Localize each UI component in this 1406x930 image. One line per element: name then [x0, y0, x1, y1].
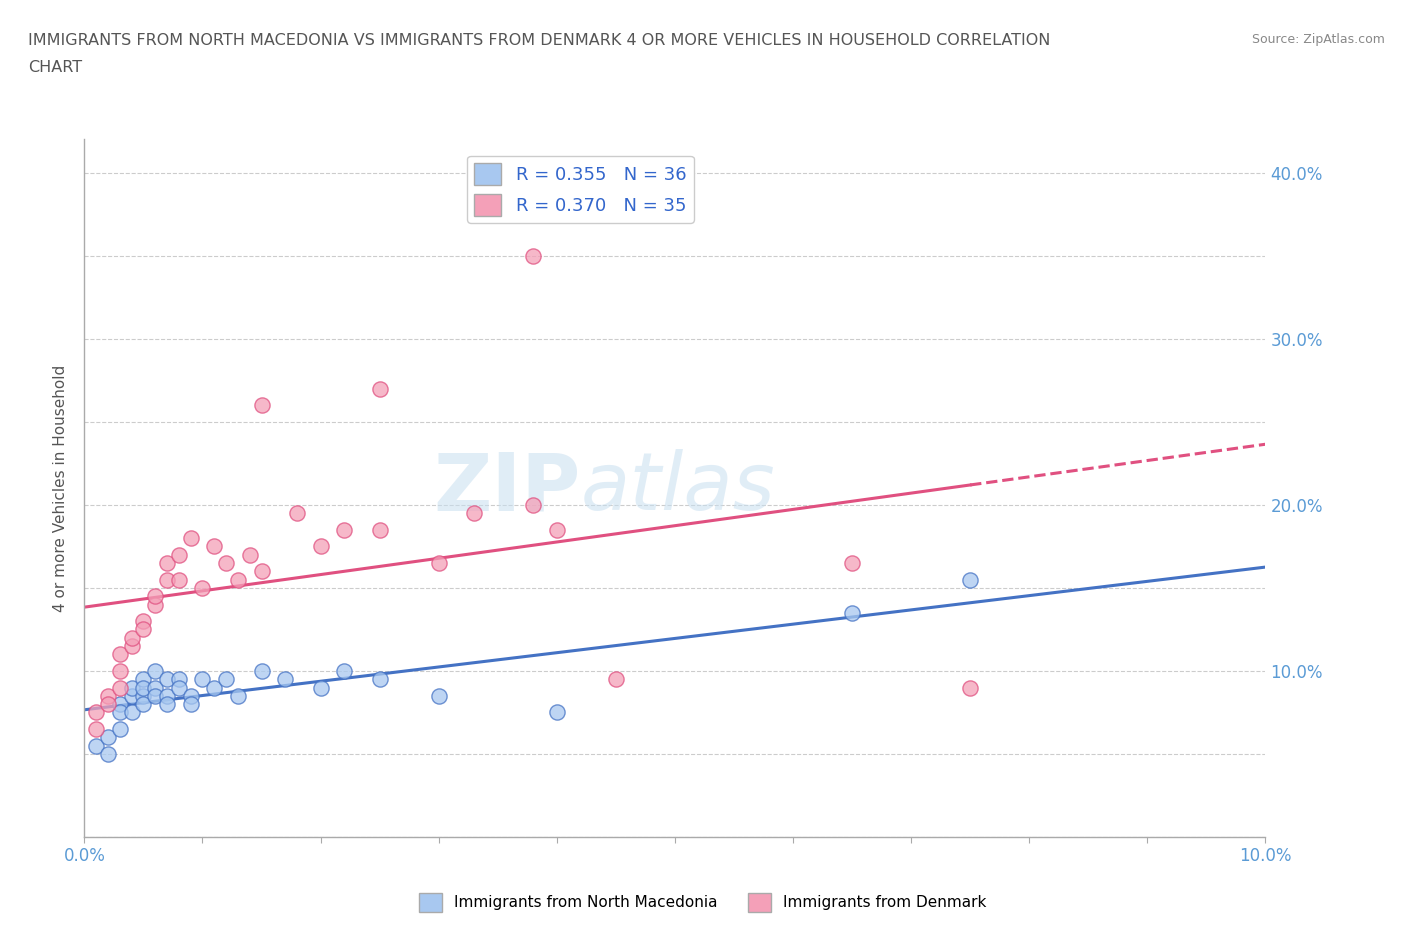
Point [132, 688, 155, 703]
Point [121, 639, 143, 654]
Point [97, 697, 120, 711]
Point [108, 663, 131, 678]
Point [132, 680, 155, 695]
Point [959, 680, 981, 695]
Point [97, 688, 120, 703]
Text: atlas: atlas [581, 449, 775, 527]
Point [108, 697, 131, 711]
Point [368, 381, 391, 396]
Point [239, 547, 262, 562]
Point [226, 572, 249, 587]
Point [605, 671, 627, 686]
Point [191, 580, 214, 595]
Point [427, 688, 450, 703]
Point [132, 697, 155, 711]
Point [180, 697, 202, 711]
Point [202, 680, 225, 695]
Point [180, 688, 202, 703]
Text: CHART: CHART [28, 60, 82, 75]
Point [97, 747, 120, 762]
Point [522, 498, 544, 512]
Legend: Immigrants from North Macedonia, Immigrants from Denmark: Immigrants from North Macedonia, Immigra… [413, 887, 993, 918]
Point [132, 622, 155, 637]
Text: ZIP: ZIP [433, 449, 581, 527]
Point [121, 631, 143, 645]
Point [546, 523, 568, 538]
Point [84, 705, 107, 720]
Point [250, 398, 273, 413]
Point [156, 572, 179, 587]
Point [309, 680, 332, 695]
Text: IMMIGRANTS FROM NORTH MACEDONIA VS IMMIGRANTS FROM DENMARK 4 OR MORE VEHICLES IN: IMMIGRANTS FROM NORTH MACEDONIA VS IMMIG… [28, 33, 1050, 47]
Point [121, 680, 143, 695]
Point [143, 688, 166, 703]
Point [167, 680, 190, 695]
Point [333, 523, 356, 538]
Point [180, 531, 202, 546]
Point [143, 680, 166, 695]
Point [121, 688, 143, 703]
Point [333, 663, 356, 678]
Y-axis label: 4 or more Vehicles in Household: 4 or more Vehicles in Household [53, 365, 69, 612]
Point [368, 523, 391, 538]
Point [132, 671, 155, 686]
Point [522, 248, 544, 263]
Point [167, 671, 190, 686]
Point [132, 614, 155, 629]
Point [368, 671, 391, 686]
Point [108, 680, 131, 695]
Point [285, 506, 308, 521]
Point [143, 663, 166, 678]
Point [156, 555, 179, 570]
Point [959, 572, 981, 587]
Point [97, 730, 120, 745]
Point [143, 589, 166, 604]
Point [156, 697, 179, 711]
Point [226, 688, 249, 703]
Point [84, 738, 107, 753]
Point [108, 705, 131, 720]
Point [309, 539, 332, 554]
Point [215, 671, 238, 686]
Point [191, 671, 214, 686]
Point [167, 572, 190, 587]
Point [143, 597, 166, 612]
Point [202, 539, 225, 554]
Point [274, 671, 297, 686]
Point [427, 555, 450, 570]
Point [108, 647, 131, 662]
Point [250, 564, 273, 578]
Text: Source: ZipAtlas.com: Source: ZipAtlas.com [1251, 33, 1385, 46]
Point [156, 671, 179, 686]
Point [84, 722, 107, 737]
Point [841, 605, 863, 620]
Point [546, 705, 568, 720]
Point [121, 705, 143, 720]
Point [156, 688, 179, 703]
Point [215, 555, 238, 570]
Point [167, 547, 190, 562]
Legend: R = 0.355   N = 36, R = 0.370   N = 35: R = 0.355 N = 36, R = 0.370 N = 35 [467, 155, 693, 223]
Point [463, 506, 485, 521]
Point [841, 555, 863, 570]
Point [250, 663, 273, 678]
Point [108, 722, 131, 737]
